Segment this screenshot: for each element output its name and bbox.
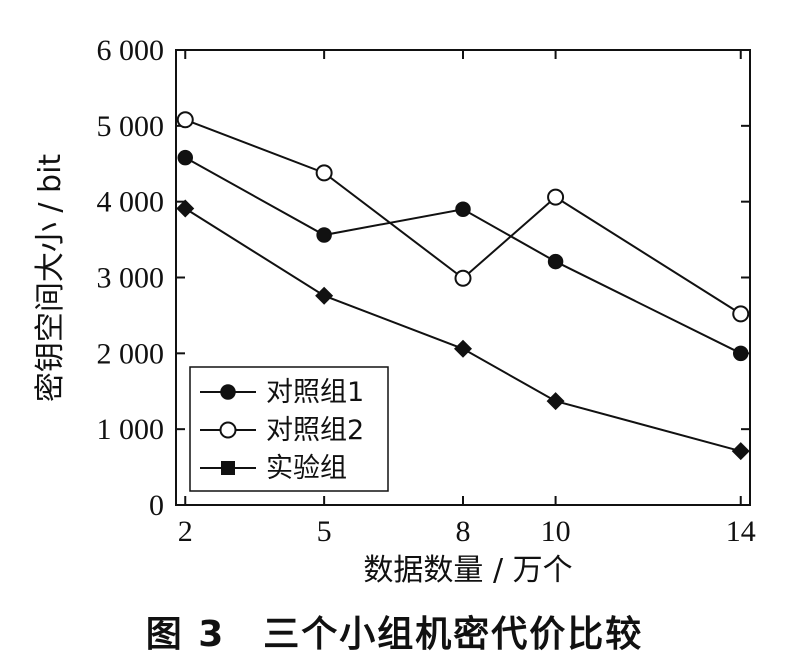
y-tick-label: 5 000: [97, 110, 165, 143]
data-point: [546, 392, 565, 411]
data-point: [732, 305, 750, 323]
data-point: [177, 149, 194, 166]
x-axis-title: 数据数量 / 万个: [363, 553, 572, 588]
data-point: [315, 286, 334, 305]
series-2: [176, 111, 750, 323]
legend-label: 对照组2: [266, 415, 364, 446]
legend-marker: [220, 384, 236, 400]
data-point: [731, 442, 750, 461]
y-axis: 0 1 000 2 000 3 000 4 000 5 000 6 000: [97, 34, 750, 522]
x-axis: 2 5 8 10 14: [178, 50, 756, 548]
x-tick-label: 10: [541, 515, 571, 548]
y-tick-label: 2 000: [97, 337, 165, 370]
data-point: [176, 111, 194, 129]
y-tick-label: 4 000: [97, 186, 165, 219]
y-axis-title: 密钥空间大小 / bit: [33, 154, 68, 403]
data-point: [455, 201, 471, 217]
data-point: [454, 339, 472, 358]
series-layer: [176, 111, 750, 461]
legend-items: 对照组1 对照组2 实验组: [200, 377, 364, 484]
legend-label: 实验组: [266, 453, 347, 484]
data-point: [176, 199, 195, 218]
x-tick-label: 8: [456, 515, 471, 548]
series-3: [176, 199, 750, 461]
y-tick-label: 6 000: [97, 34, 165, 67]
figure-caption: 图 3 三个小组机密代价比较: [145, 614, 644, 655]
x-tick-label: 14: [726, 515, 756, 548]
legend: 对照组1 对照组2 实验组: [189, 366, 389, 492]
data-point: [547, 253, 564, 270]
data-point: [454, 269, 472, 287]
data-point: [315, 164, 333, 182]
legend-item: 对照组2: [200, 415, 364, 446]
legend-label: 对照组1: [266, 377, 364, 408]
legend-item: 对照组1: [200, 377, 364, 408]
legend-marker: [221, 461, 235, 475]
x-tick-label: 2: [178, 515, 193, 548]
legend-item: 实验组: [200, 453, 347, 484]
y-tick-label: 0: [149, 489, 164, 522]
legend-marker: [219, 421, 237, 439]
series-1: [177, 149, 749, 362]
data-point: [732, 345, 749, 362]
series-line: [184, 156, 742, 355]
x-tick-label: 5: [317, 515, 332, 548]
data-point: [547, 188, 565, 206]
data-point: [316, 227, 332, 243]
y-tick-label: 3 000: [97, 262, 165, 295]
y-tick-label: 1 000: [97, 413, 165, 446]
